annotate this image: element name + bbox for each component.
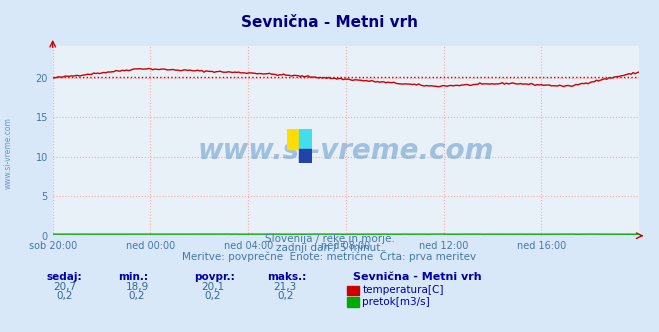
Text: 0,2: 0,2 [56, 291, 73, 301]
Text: 20,7: 20,7 [53, 282, 76, 291]
Text: www.si-vreme.com: www.si-vreme.com [3, 117, 13, 189]
Text: 20,1: 20,1 [201, 282, 225, 291]
Bar [347, 286, 359, 295]
Text: Sevnična - Metni vrh: Sevnična - Metni vrh [353, 272, 481, 282]
Text: temperatura[C]: temperatura[C] [362, 285, 444, 295]
Text: 0,2: 0,2 [277, 291, 294, 301]
Text: 18,9: 18,9 [125, 282, 149, 291]
Bar [287, 129, 299, 149]
Text: Meritve: povprečne  Enote: metrične  Črta: prva meritev: Meritve: povprečne Enote: metrične Črta:… [183, 250, 476, 262]
Bar [347, 297, 359, 307]
Text: 0,2: 0,2 [129, 291, 146, 301]
Text: Slovenija / reke in morje.: Slovenija / reke in morje. [264, 234, 395, 244]
Text: zadnji dan / 5 minut.: zadnji dan / 5 minut. [275, 243, 384, 253]
Text: pretok[m3/s]: pretok[m3/s] [362, 297, 430, 307]
Text: Sevnična - Metni vrh: Sevnična - Metni vrh [241, 15, 418, 30]
Text: min.:: min.: [119, 272, 149, 282]
Text: sedaj:: sedaj: [46, 272, 82, 282]
Text: www.si-vreme.com: www.si-vreme.com [198, 136, 494, 165]
Text: povpr.:: povpr.: [194, 272, 235, 282]
Bar [299, 149, 312, 163]
Text: 21,3: 21,3 [273, 282, 297, 291]
Text: 0,2: 0,2 [204, 291, 221, 301]
Text: maks.:: maks.: [267, 272, 306, 282]
Bar [299, 129, 312, 149]
